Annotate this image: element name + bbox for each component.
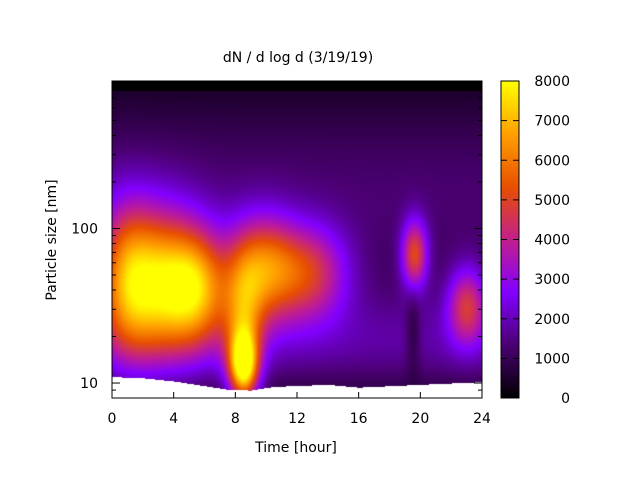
chart-title: dN / d log d (3/19/19) bbox=[223, 50, 373, 66]
colorbar-tick-label: 5000 bbox=[534, 193, 570, 209]
x-axis: 0 4 8 12 16 20 24 bbox=[108, 81, 491, 427]
x-tick-label: 0 bbox=[108, 411, 117, 427]
colorbar-tick-label: 7000 bbox=[534, 114, 570, 130]
colorbar-ticks: 0 1000 2000 3000 4000 5000 6000 7000 8000 bbox=[501, 74, 570, 407]
colorbar: 0 1000 2000 3000 4000 5000 6000 7000 8000 bbox=[500, 74, 570, 407]
y-axis: 10 100 bbox=[71, 80, 482, 399]
plot-area bbox=[111, 80, 483, 399]
y-axis-label: Particle size [nm] bbox=[44, 179, 60, 300]
y-tick-label: 10 bbox=[80, 376, 98, 392]
x-tick-label: 16 bbox=[350, 411, 368, 427]
colorbar-tick-label: 6000 bbox=[534, 153, 570, 169]
heatmap-image bbox=[112, 81, 482, 398]
colorbar-tick-label: 0 bbox=[561, 391, 570, 407]
colorbar-tick-label: 1000 bbox=[534, 351, 570, 367]
colorbar-tick-label: 2000 bbox=[534, 312, 570, 328]
x-tick-label: 24 bbox=[473, 411, 491, 427]
x-tick-label: 12 bbox=[288, 411, 306, 427]
x-tick-label: 8 bbox=[231, 411, 240, 427]
colorbar-tick-label: 4000 bbox=[534, 233, 570, 249]
colorbar-tick-label: 8000 bbox=[534, 74, 570, 90]
x-axis-label: Time [hour] bbox=[254, 440, 337, 456]
y-tick-label: 100 bbox=[71, 221, 98, 237]
x-tick-label: 4 bbox=[169, 411, 178, 427]
colorbar-tick-label: 3000 bbox=[534, 272, 570, 288]
x-tick-label: 20 bbox=[411, 411, 429, 427]
